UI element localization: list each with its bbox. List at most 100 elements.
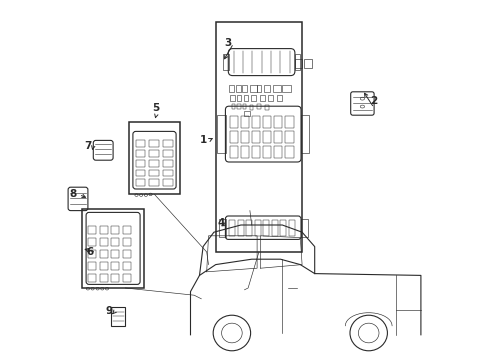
Bar [288, 220, 294, 236]
Bar [82, 209, 143, 288]
Bar [163, 160, 172, 167]
Text: 4: 4 [217, 218, 224, 228]
Bar [241, 147, 249, 158]
Bar [271, 220, 277, 236]
Bar [111, 262, 119, 270]
Bar [265, 105, 268, 110]
Bar [245, 220, 252, 236]
Bar [237, 104, 241, 109]
Bar [100, 262, 107, 270]
Bar [229, 147, 238, 158]
Bar [236, 95, 241, 101]
Bar [237, 220, 243, 236]
Bar [241, 131, 249, 143]
Bar [136, 179, 145, 186]
Bar [111, 226, 119, 234]
Bar [235, 85, 241, 92]
Bar [242, 104, 246, 109]
Bar [149, 179, 159, 186]
Bar [250, 95, 255, 101]
Bar [285, 116, 293, 128]
Text: 7: 7 [84, 141, 91, 151]
Bar [229, 85, 234, 92]
Bar [276, 95, 281, 101]
Text: 3: 3 [224, 38, 231, 48]
Bar [100, 226, 107, 234]
Bar [230, 95, 234, 101]
Bar [241, 116, 249, 128]
Bar [251, 147, 260, 158]
Bar [149, 140, 159, 147]
Bar [251, 131, 260, 143]
Bar [263, 116, 271, 128]
Bar [303, 59, 311, 68]
Bar [88, 238, 96, 246]
Bar [217, 115, 225, 153]
Bar [242, 85, 247, 92]
Bar [163, 140, 172, 147]
Bar [263, 220, 269, 236]
Bar [285, 131, 293, 143]
Bar [136, 140, 145, 147]
Bar [274, 131, 282, 143]
Bar [294, 54, 300, 70]
Bar [149, 150, 159, 157]
Bar [244, 95, 248, 101]
Bar [264, 85, 269, 92]
Bar [136, 160, 145, 167]
Bar [111, 238, 119, 246]
Bar [250, 85, 256, 92]
Bar [163, 150, 172, 157]
Bar [88, 226, 96, 234]
Bar [274, 147, 282, 158]
Bar [122, 250, 130, 258]
Bar [300, 115, 308, 153]
Bar [229, 116, 238, 128]
Bar [294, 59, 302, 68]
Bar [122, 238, 130, 246]
Bar [100, 250, 107, 258]
Text: 2: 2 [370, 96, 377, 106]
Bar [249, 105, 253, 110]
Bar [88, 250, 96, 258]
Text: 8: 8 [70, 189, 77, 199]
Bar [215, 22, 302, 252]
Bar [100, 238, 107, 246]
Bar [163, 170, 172, 176]
Bar [136, 170, 145, 176]
Bar [223, 54, 228, 70]
Bar [111, 250, 119, 258]
Bar [163, 179, 172, 186]
Bar [274, 116, 282, 128]
Bar [285, 147, 293, 158]
Bar [231, 104, 235, 109]
Bar [122, 274, 130, 282]
Bar [111, 307, 125, 326]
Bar [280, 220, 285, 236]
Bar [257, 104, 260, 109]
Bar [228, 220, 235, 236]
Bar [88, 262, 96, 270]
Bar [300, 219, 307, 237]
Text: 5: 5 [152, 103, 160, 113]
Bar [100, 274, 107, 282]
Bar [282, 85, 291, 92]
Bar [267, 95, 272, 101]
Bar [263, 147, 271, 158]
Bar [88, 274, 96, 282]
Text: 9: 9 [106, 306, 113, 316]
Bar [129, 122, 179, 194]
Bar [251, 116, 260, 128]
Bar [259, 95, 265, 101]
Bar [149, 170, 159, 176]
Bar [219, 219, 225, 237]
Bar [263, 131, 271, 143]
Bar [254, 220, 260, 236]
Bar [111, 274, 119, 282]
Text: 1: 1 [199, 135, 206, 145]
Bar [122, 226, 130, 234]
Bar [273, 85, 281, 92]
Bar [149, 160, 159, 167]
Bar [136, 150, 145, 157]
Bar [256, 85, 261, 92]
